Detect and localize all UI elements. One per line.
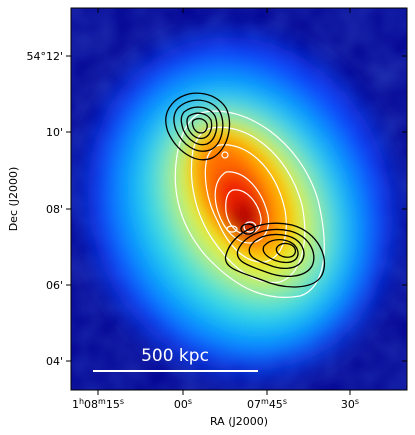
y-tick-label: 08' (46, 203, 63, 216)
y-axis-ticks (66, 55, 407, 362)
x-axis-label: RA (J2000) (210, 415, 268, 428)
y-tick-label: 10' (46, 126, 63, 139)
y-axis-label: Dec (J2000) (7, 167, 20, 232)
x-tick-label-1h08m15s: 1h08m15s (72, 397, 124, 412)
x-tick-label-00s: 00s (174, 397, 192, 412)
x-tick-label-07m45s: 07m45s (247, 397, 287, 412)
x-axis-ticks (97, 8, 351, 395)
x-tick-label-30s: 30s (341, 397, 359, 412)
x-ray-image: 500 kpc (71, 8, 407, 390)
y-tick-label: 04' (46, 355, 63, 368)
black-contours (165, 92, 326, 288)
scale-bar-label: 500 kpc (141, 346, 209, 366)
y-tick-label: 54°12' (26, 50, 63, 63)
white-contours (174, 110, 325, 298)
plot-frame (70, 7, 408, 391)
y-tick-label: 06' (46, 279, 63, 292)
